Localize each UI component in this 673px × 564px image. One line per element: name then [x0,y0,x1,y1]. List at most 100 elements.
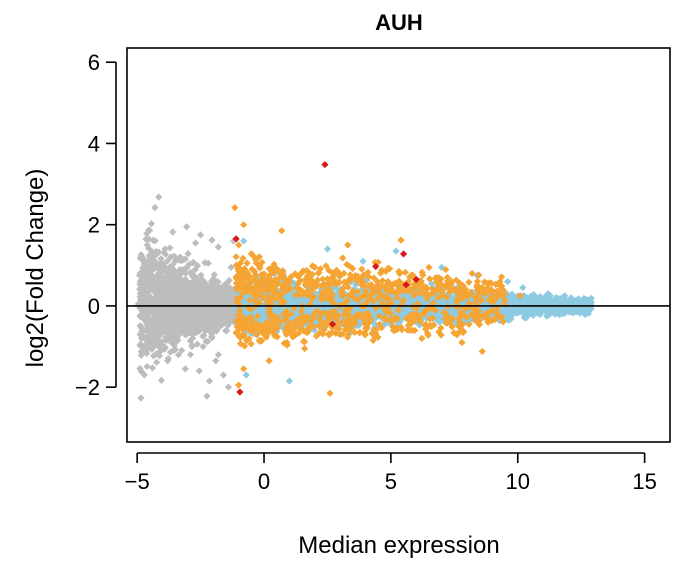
blue-point [301,306,309,314]
gray-point [210,279,218,288]
orange-point [317,310,325,318]
orange-point [446,288,454,296]
gray-point [154,309,162,317]
orange-point [353,287,362,296]
orange-point [360,329,369,337]
gray-point [156,303,164,312]
blue-point [544,290,552,298]
blue-point [412,296,420,304]
gray-point [180,316,188,324]
orange-point [365,319,373,327]
orange-point [272,295,280,303]
gray-point [158,329,166,337]
orange-point [372,304,380,312]
orange-point [304,291,312,299]
blue-point [288,293,296,301]
gray-point [169,228,177,236]
orange-point [267,300,275,308]
orange-point [237,284,245,292]
blue-point [408,296,416,304]
blue-point [323,303,332,311]
orange-point [366,294,374,302]
orange-point [374,294,382,303]
orange-point [261,280,269,288]
blue-point [295,300,303,308]
gray-point [154,289,162,298]
orange-point [428,285,436,293]
gray-point [142,304,150,312]
gray-point [151,277,160,285]
orange-point [425,291,433,299]
orange-point [465,278,473,286]
gray-point [137,313,145,321]
gray-point [141,310,149,318]
gray-point [176,297,184,306]
gray-point [157,376,166,384]
orange-point [238,267,246,275]
orange-point [361,314,369,322]
blue-point [505,297,514,306]
orange-point [244,303,252,311]
gray-point [146,304,154,312]
orange-point [276,292,285,300]
orange-point [256,264,264,272]
orange-point [325,284,333,293]
orange-point [377,282,386,290]
blue-point [504,315,512,323]
blue-point [396,313,405,322]
gray-point [205,377,214,385]
gray-point [193,340,201,348]
blue-point [458,316,466,324]
orange-point [346,304,354,313]
orange-point [302,326,310,335]
gray-point [203,392,211,400]
orange-point [420,309,429,317]
orange-point [426,315,434,323]
gray-point [164,319,172,328]
gray-point [180,291,189,300]
orange-point [321,292,330,301]
orange-point [249,316,257,325]
blue-point [397,292,406,300]
gray-point [173,316,181,324]
orange-point [459,282,467,290]
gray-point [203,318,211,326]
orange-point [341,325,349,334]
orange-point [286,318,294,327]
orange-point [308,282,316,291]
gray-point [183,285,191,293]
blue-point [404,300,413,309]
gray-point [186,286,194,294]
gray-point [138,334,146,343]
orange-point [389,323,397,331]
orange-point [234,311,243,319]
data-points [134,160,595,402]
gray-point [151,204,159,212]
gray-point [199,332,207,340]
orange-point [456,279,464,287]
orange-point [462,313,471,321]
orange-point [487,307,496,315]
orange-point [337,301,345,309]
orange-point [366,283,374,291]
orange-point [238,289,246,298]
orange-point [423,295,431,303]
orange-point [296,324,304,332]
gray-point [143,293,151,302]
gray-point [137,324,145,332]
orange-point [274,280,282,288]
blue-point [283,292,291,300]
gray-point [136,330,144,338]
orange-point [456,287,464,295]
blue-point [242,371,250,379]
gray-point [168,277,177,285]
gray-point [143,241,151,249]
gray-point [183,297,191,305]
orange-point [413,304,421,312]
gray-point [189,325,198,334]
blue-point [351,297,359,306]
gray-point [210,271,218,279]
orange-point [245,278,254,287]
gray-point [165,284,173,293]
blue-point [355,317,363,326]
